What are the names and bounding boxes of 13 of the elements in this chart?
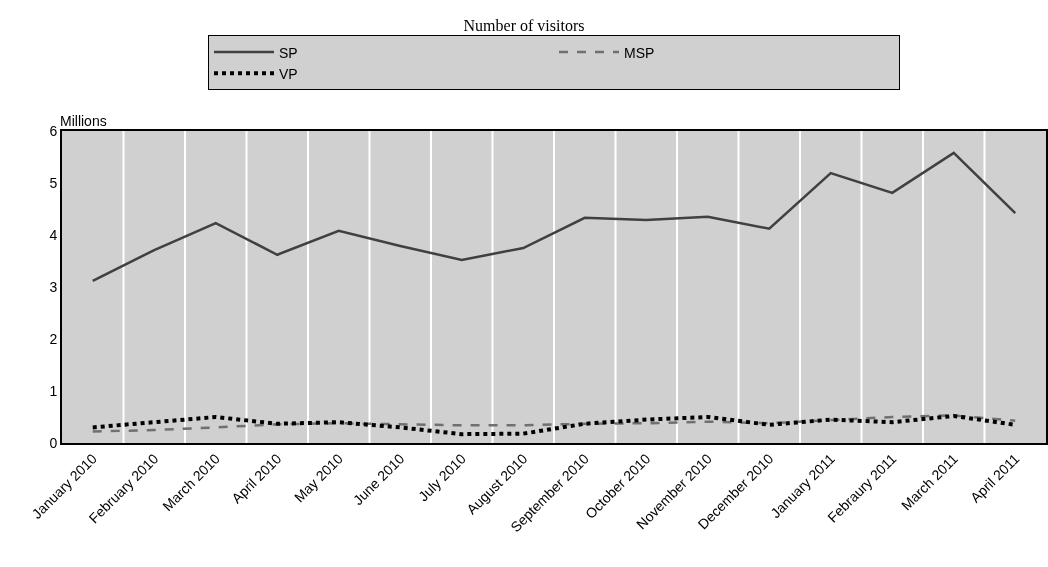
y-tick-label: 3 (49, 278, 58, 295)
y-tick-label: 6 (49, 122, 58, 139)
legend-label: MSP (624, 44, 655, 61)
y-axis-title: Millions (60, 113, 107, 129)
y-tick-label: 0 (49, 434, 58, 451)
chart-title: Number of visitors (463, 17, 585, 35)
legend-label: SP (279, 44, 298, 61)
y-tick-label: 2 (49, 330, 58, 347)
line-series (91, 151, 1017, 283)
y-tick-label: 1 (49, 382, 58, 399)
legend-label: VP (279, 65, 298, 82)
y-tick-label: 4 (49, 226, 58, 243)
y-tick-label: 5 (49, 174, 58, 191)
